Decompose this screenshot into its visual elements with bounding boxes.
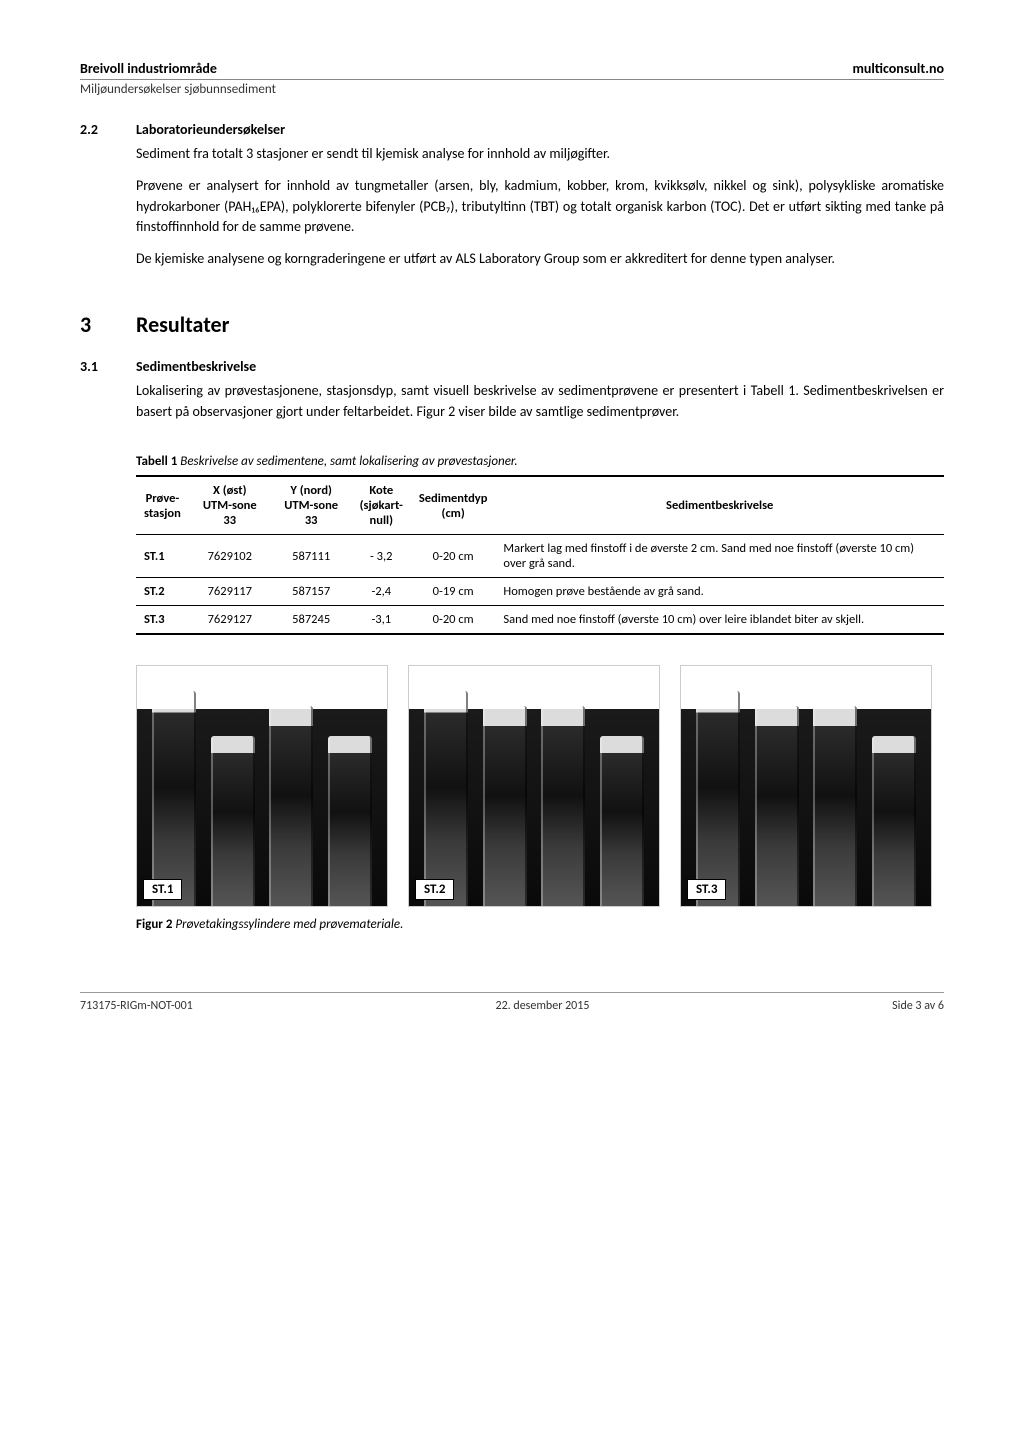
caption-text: Beskrivelse av sedimentene, samt lokalis… (177, 454, 517, 469)
figure-2-caption: Figur 2 Prøvetakingssylindere med prøvem… (136, 917, 944, 932)
caption-label: Tabell 1 (136, 454, 177, 469)
sample-tube (755, 706, 799, 906)
sample-tube (211, 736, 255, 906)
table-1-caption: Tabell 1 Beskrivelse av sedimentene, sam… (136, 454, 944, 469)
sample-tube (696, 691, 740, 906)
header-right: multiconsult.no (852, 60, 944, 77)
photo-st1: ST.1 (136, 665, 388, 907)
photo-label: ST.1 (143, 879, 182, 900)
cell-dyp: 0-19 cm (411, 578, 496, 606)
cell-x: 7629117 (189, 578, 271, 606)
paragraph: Lokalisering av prøvestasjonene, stasjon… (136, 381, 944, 422)
cell-kote: - 3,2 (352, 535, 411, 578)
table-header-cell: X (øst)UTM-sone 33 (189, 476, 271, 535)
sample-tube (424, 691, 468, 906)
photo-st3: ST.3 (680, 665, 932, 907)
photo-label: ST.2 (415, 879, 454, 900)
cell-y: 587245 (271, 606, 352, 635)
paragraph: Sediment fra totalt 3 stasjoner er sendt… (136, 144, 944, 164)
paragraph: De kjemiske analysene og korngraderingen… (136, 249, 944, 269)
page-header: Breivoll industriområde multiconsult.no (80, 60, 944, 80)
cell-dyp: 0-20 cm (411, 606, 496, 635)
cell-y: 587111 (271, 535, 352, 578)
sample-tube (541, 706, 585, 906)
cell-y: 587157 (271, 578, 352, 606)
cell-x: 7629127 (189, 606, 271, 635)
cell-kote: -3,1 (352, 606, 411, 635)
footer-right: Side 3 av 6 (892, 999, 944, 1013)
sample-tube (152, 691, 196, 906)
table-header-cell: Y (nord)UTM-sone 33 (271, 476, 352, 535)
table-1: Prøve-stasjonX (øst)UTM-sone 33Y (nord)U… (136, 475, 944, 635)
sample-tube (872, 736, 916, 906)
photo-st2: ST.2 (408, 665, 660, 907)
section-title: Resultater (136, 311, 229, 338)
section-number: 3 (80, 311, 136, 338)
table-header-cell: Sedimentbeskrivelse (495, 476, 944, 535)
sample-tube (483, 706, 527, 906)
table-header-cell: Prøve-stasjon (136, 476, 189, 535)
cell-desc: Markert lag med finstoff i de øverste 2 … (495, 535, 944, 578)
footer-center: 22. desember 2015 (495, 999, 589, 1013)
table-header-cell: Sedimentdyp(cm) (411, 476, 496, 535)
table-row: ST.37629127587245-3,10-20 cmSand med noe… (136, 606, 944, 635)
cell-dyp: 0-20 cm (411, 535, 496, 578)
sample-tube (328, 736, 372, 906)
cell-desc: Sand med noe finstoff (øverste 10 cm) ov… (495, 606, 944, 635)
table-row: ST.27629117587157-2,40-19 cmHomogen prøv… (136, 578, 944, 606)
header-sub: Miljøundersøkelser sjøbunnsediment (80, 82, 944, 97)
cell-station: ST.1 (136, 535, 189, 578)
section-3-1: 3.1 Sedimentbeskrivelse Lokalisering av … (80, 358, 944, 434)
section-3-heading: 3 Resultater (80, 311, 944, 338)
sample-tube (269, 706, 313, 906)
sample-tube (600, 736, 644, 906)
footer-left: 713175-RIGm-NOT-001 (80, 999, 193, 1013)
cell-desc: Homogen prøve bestående av grå sand. (495, 578, 944, 606)
table-row: ST.17629102587111- 3,20-20 cmMarkert lag… (136, 535, 944, 578)
caption-text: Prøvetakingssylindere med prøvemateriale… (172, 917, 403, 932)
figure-2: ST.1 ST.2 ST.3 (136, 665, 944, 907)
cell-station: ST.2 (136, 578, 189, 606)
section-number: 2.2 (80, 121, 136, 281)
section-title: Sedimentbeskrivelse (136, 358, 944, 375)
header-left: Breivoll industriområde (80, 60, 217, 77)
cell-station: ST.3 (136, 606, 189, 635)
cell-kote: -2,4 (352, 578, 411, 606)
section-title: Laboratorieundersøkelser (136, 121, 944, 138)
cell-x: 7629102 (189, 535, 271, 578)
page-footer: 713175-RIGm-NOT-001 22. desember 2015 Si… (80, 992, 944, 1013)
photo-label: ST.3 (687, 879, 726, 900)
section-number: 3.1 (80, 358, 136, 434)
section-2-2: 2.2 Laboratorieundersøkelser Sediment fr… (80, 121, 944, 281)
caption-label: Figur 2 (136, 917, 172, 932)
sample-tube (813, 706, 857, 906)
table-header-cell: Kote(sjøkart-null) (352, 476, 411, 535)
paragraph: Prøvene er analysert for innhold av tung… (136, 176, 944, 237)
